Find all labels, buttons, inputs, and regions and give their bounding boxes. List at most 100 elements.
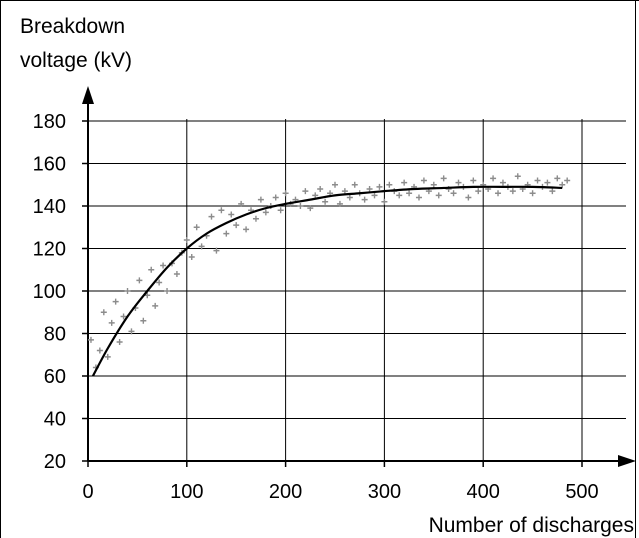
scatter-point [164, 288, 171, 294]
x-tick-label-300: 300 [368, 481, 401, 503]
scatter-point [223, 230, 230, 237]
y-tick-label-160: 160 [33, 154, 66, 176]
scatter-point [257, 196, 264, 203]
y-tick-label-60: 60 [44, 366, 66, 388]
scatter-point [262, 209, 269, 216]
scatter-point [156, 279, 163, 286]
scatter-point [406, 190, 413, 197]
scatter-point [435, 192, 442, 199]
x-tick-label-500: 500 [565, 481, 598, 503]
scatter-point [140, 317, 147, 324]
scatter-point [420, 177, 427, 184]
scatter-point [430, 181, 437, 188]
y-tick-label-100: 100 [33, 281, 66, 303]
scatter-point [297, 203, 304, 209]
scatter-point [213, 247, 220, 254]
scatter-point [396, 192, 403, 199]
scatter-point [534, 177, 541, 184]
scatter-point [136, 277, 143, 284]
scatter-point [152, 302, 159, 309]
scatter-point [208, 213, 215, 220]
scatter-point [332, 181, 338, 188]
scatter-point [317, 186, 324, 192]
scatter-point [450, 190, 457, 197]
scatter-point [307, 205, 314, 212]
scatter-point [124, 288, 131, 294]
fit-curve-line [91, 185, 563, 377]
scatter-point [96, 347, 103, 354]
x-tick-label-0: 0 [82, 481, 93, 503]
scatter-point [559, 181, 566, 188]
scatter-point [366, 186, 373, 192]
scatter-point [272, 194, 279, 201]
scatter-point [312, 192, 319, 199]
y-tick-label-20: 20 [44, 451, 66, 473]
y-axis-label-line2: voltage (kV) [20, 49, 132, 72]
scatter-point [455, 179, 462, 186]
scatter-point [198, 243, 205, 250]
scatter-point [233, 222, 240, 229]
scatter-point [87, 336, 94, 343]
scatter-point [322, 198, 329, 205]
x-tick-label-200: 200 [269, 481, 302, 503]
scatter-point [529, 190, 536, 197]
scatter-point [514, 173, 521, 180]
scatter-point [173, 271, 180, 277]
scatter-point [218, 207, 225, 214]
scatter-point [112, 298, 119, 305]
scatter-point [376, 183, 383, 190]
scatter-point [336, 200, 343, 207]
scatter-point [116, 339, 123, 345]
scatter-point [549, 188, 556, 195]
scatter-point [346, 194, 353, 201]
scatter-point [495, 190, 502, 197]
chart-frame-right-border [635, 0, 636, 538]
x-axis-arrow [618, 455, 636, 467]
scatter-point [401, 179, 408, 186]
scatter-point [509, 188, 516, 195]
scatter-point [108, 319, 115, 326]
scatter-point [499, 179, 506, 186]
scatter-point [564, 177, 571, 184]
scatter-point [120, 313, 127, 320]
scatter-point [277, 207, 284, 214]
scatter-point [193, 224, 200, 231]
x-tick-label-400: 400 [467, 481, 500, 503]
scatter-point [341, 188, 348, 195]
scatter-point [465, 194, 472, 201]
x-tick-label-100: 100 [170, 481, 203, 503]
y-tick-label-80: 80 [44, 324, 66, 346]
y-tick-label-140: 140 [33, 196, 66, 218]
fit-curve-series [91, 185, 563, 377]
axes [82, 86, 636, 467]
y-axis-arrow [82, 86, 94, 104]
scatter-point [544, 179, 551, 186]
scatter-point [554, 175, 561, 182]
scatter-point [282, 190, 289, 197]
scatter-point [252, 215, 259, 222]
scatter-point [238, 200, 245, 207]
scatter-point [386, 181, 393, 188]
scatter-point [100, 309, 107, 316]
y-tick-label-120: 120 [33, 239, 66, 261]
scatter-point [243, 226, 250, 233]
scatter-point [371, 192, 378, 199]
scatter-point [351, 181, 358, 188]
scatter-point [160, 262, 167, 269]
scatter-point [302, 188, 309, 195]
scatter-point [128, 328, 135, 335]
y-axis-label-line1: Breakdown [20, 15, 125, 38]
scatter-point [470, 177, 477, 184]
scatter-point [415, 194, 422, 201]
scatter-point [183, 237, 190, 243]
scatter-point [228, 211, 235, 218]
scatter-point [381, 198, 388, 205]
scatter-series [87, 173, 571, 371]
x-axis-label: Number of discharges [429, 514, 634, 537]
grid [88, 119, 626, 461]
scatter-point [144, 292, 151, 299]
scatter-point [148, 266, 155, 273]
scatter-point [475, 188, 482, 195]
